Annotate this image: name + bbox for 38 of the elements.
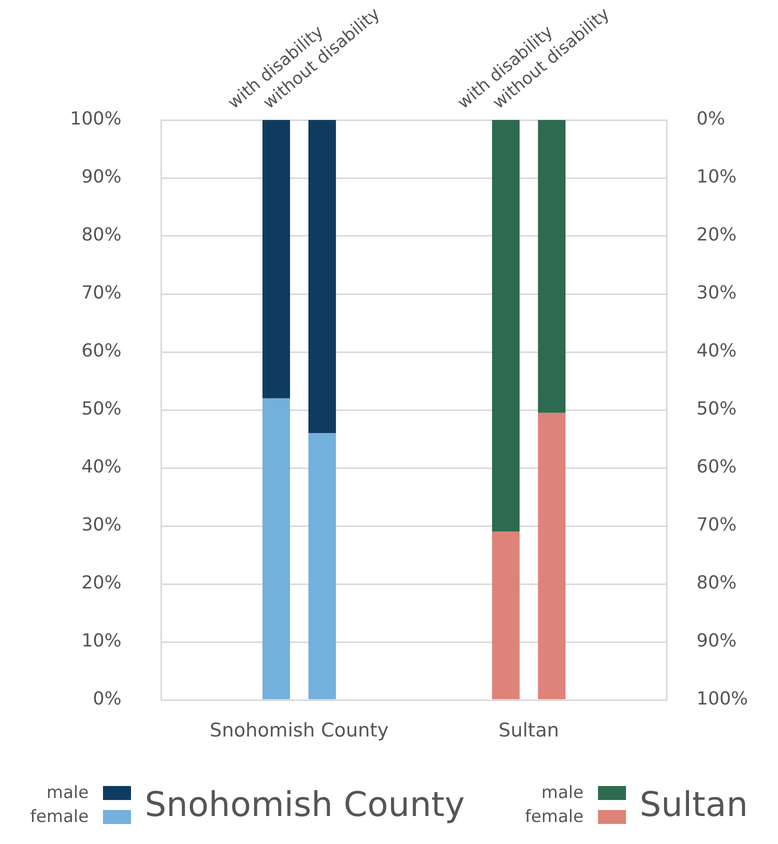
y-tick-label: 70% (81, 282, 122, 304)
bar (262, 398, 290, 700)
y-tick-label: 90% (81, 166, 122, 188)
bar (538, 120, 566, 413)
y2-tick-label: 40% (696, 340, 737, 362)
text: Sultan (640, 785, 748, 825)
y2-tick-label: 50% (696, 398, 737, 420)
legend-label: female (524, 806, 584, 829)
y2-tick-label: 90% (696, 630, 737, 652)
bar (308, 433, 336, 700)
y-tick-label: 80% (81, 224, 122, 246)
y2-tick-label: 70% (696, 514, 737, 536)
bar (538, 412, 566, 700)
bar (308, 120, 336, 434)
y-tick-label: 50% (81, 398, 122, 420)
y2-tick-label: 0% (696, 108, 726, 130)
y2-tick-label: 10% (696, 166, 737, 188)
y-tick-label: 0% (92, 688, 122, 710)
y-tick-label: 10% (81, 630, 122, 652)
y-tick-label: 30% (81, 514, 122, 536)
y-tick-label: 40% (81, 456, 122, 478)
text: Snohomish County (144, 785, 465, 825)
legend-label: male (46, 782, 89, 805)
text: Snohomish County (210, 719, 389, 742)
y-tick-label: 100% (70, 108, 122, 130)
legend-label: female (30, 806, 89, 829)
y-tick-label: 20% (81, 572, 122, 594)
bar (262, 120, 290, 398)
legend-label: male (541, 782, 584, 805)
y2-tick-label: 30% (696, 282, 737, 304)
bar (492, 532, 520, 700)
y2-tick-label: 100% (696, 688, 748, 710)
y-tick-label: 60% (81, 340, 122, 362)
text: Sultan (498, 719, 560, 742)
y2-tick-label: 60% (696, 456, 737, 478)
bar (492, 120, 520, 532)
y2-tick-label: 20% (696, 224, 737, 246)
y2-tick-label: 80% (696, 572, 737, 594)
